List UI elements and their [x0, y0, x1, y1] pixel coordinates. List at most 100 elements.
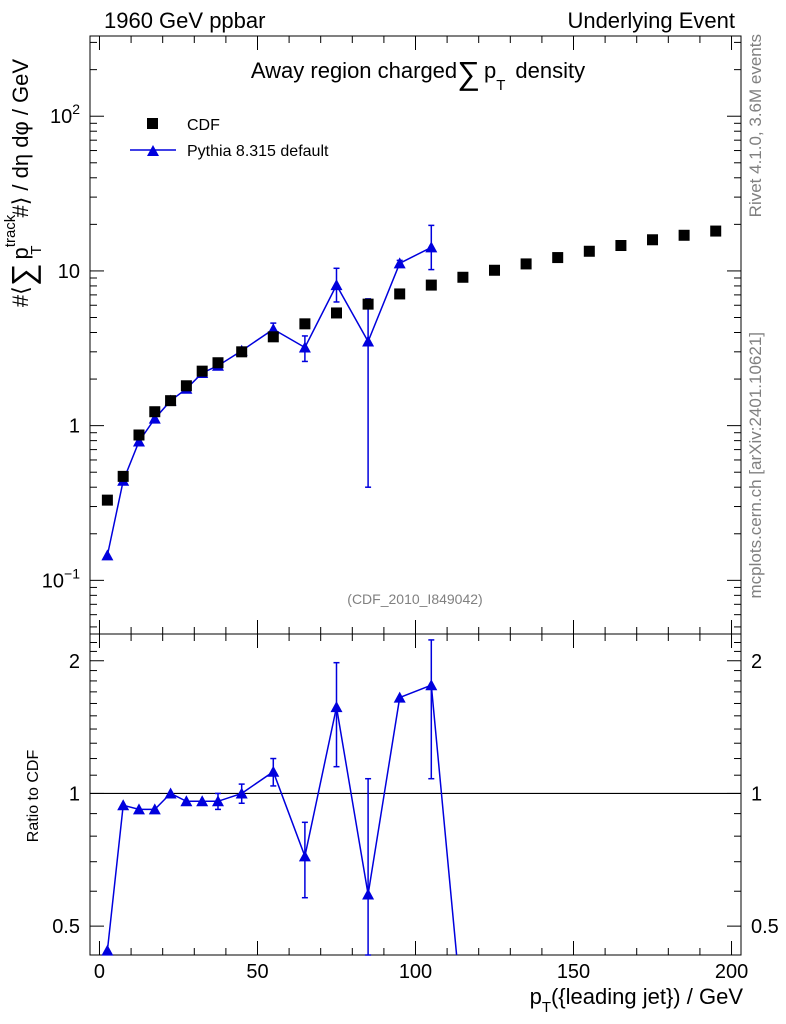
ratio-point [117, 799, 130, 811]
pythia-point [362, 335, 375, 347]
cdf-point [520, 258, 532, 270]
cdf-point [678, 229, 690, 241]
ratio-y-tick-label-right: 0.5 [751, 916, 779, 938]
ratio-point [164, 787, 177, 799]
title-p: p [484, 58, 496, 83]
main-title: Away region charged∑ pTdensity [251, 55, 585, 94]
ratio-y-tick-label-right: 2 [751, 651, 762, 673]
ratio-point [425, 679, 438, 691]
y-tick-label: 10−1 [42, 565, 80, 592]
x-tick-label: 50 [246, 961, 268, 983]
ylabel-sub: T [28, 246, 45, 255]
x-tick-label: 100 [399, 961, 432, 983]
x-tick-label: 150 [557, 961, 590, 983]
legend-pythia-label: Pythia 8.315 default [187, 143, 329, 160]
pythia-point [132, 435, 145, 447]
xlabel-rest: ({leading jet}) / GeV [551, 984, 743, 1009]
cdf-point [425, 279, 437, 291]
cdf-point [180, 380, 192, 392]
ratio-y-tick-label: 2 [69, 651, 80, 673]
xlabel-sub: T [542, 999, 551, 1016]
ratio-point [211, 795, 224, 807]
legend: CDF Pythia 8.315 default [130, 117, 329, 160]
cdf-point [615, 240, 627, 252]
legend-cdf-marker [147, 118, 158, 129]
pythia-point [425, 241, 438, 253]
title-sum: ∑ [457, 55, 480, 91]
cdf-point [330, 307, 342, 319]
y-tick-exponent: −1 [64, 565, 80, 581]
ratio-point [393, 691, 406, 703]
ratio-point [196, 795, 209, 807]
ratio-pythia-series [101, 639, 458, 956]
cdf-point [212, 357, 224, 369]
ratio-y-tick-label-right: 1 [751, 783, 762, 805]
ylabel-sup: track [2, 214, 19, 247]
legend-cdf-label: CDF [187, 117, 220, 134]
mcplots-info: mcplots.cern.ch [arXiv:2401.10621] [746, 332, 765, 598]
title-sub: T [496, 77, 505, 94]
ratio-line [106, 684, 458, 956]
y-tick-label: 102 [50, 101, 80, 128]
y-tick-exponent: 2 [72, 101, 80, 117]
ratio-plot-frame [89, 633, 742, 956]
ratio-ylabel: Ratio to CDF [25, 750, 42, 843]
cdf-point [149, 406, 161, 418]
cdf-point [583, 245, 595, 257]
ratio-point [362, 888, 375, 900]
pythia-point [393, 257, 406, 269]
ratio-point [132, 803, 145, 815]
pythia-point [330, 279, 343, 291]
y-tick-label: 10 [58, 261, 80, 283]
axis-ticks [90, 36, 741, 955]
ratio-point [298, 850, 311, 862]
analysis-id: (CDF_2010_I849042) [347, 591, 482, 607]
legend-pythia-marker [147, 145, 159, 156]
cdf-point [457, 271, 469, 283]
ratio-point [180, 795, 193, 807]
y-tick-base: 1 [69, 416, 80, 438]
xlabel-p: p [530, 984, 542, 1009]
ratio-point [148, 803, 161, 815]
x-tick-label: 0 [94, 961, 105, 983]
pythia-line [106, 246, 432, 556]
ylabel-open: #⟨ [8, 286, 33, 307]
cdf-point [552, 252, 564, 264]
ratio-point [235, 787, 248, 799]
cdf-point [236, 346, 248, 358]
main-pythia-series [101, 224, 438, 561]
cdf-point [394, 288, 406, 300]
cdf-point [196, 365, 208, 377]
cdf-point [489, 264, 501, 276]
header-right: Underlying Event [567, 8, 735, 33]
cdf-point [117, 470, 129, 482]
x-axis-label: pT({leading jet}) / GeV [530, 984, 744, 1016]
cdf-point [101, 494, 113, 506]
main-cdf-series [101, 225, 722, 506]
title-pre: Away region charged [251, 58, 457, 83]
rivet-info: Rivet 4.1.0, 3.6M events [746, 34, 765, 217]
pythia-point [298, 341, 311, 353]
y-tick-label: 1 [69, 416, 80, 438]
main-ylabel: #⟨∑ ptrack T #⟩ / dη dφ / GeV [2, 59, 45, 308]
cdf-point [647, 234, 659, 246]
ylabel-sum: ∑ [5, 263, 41, 286]
ratio-y-tick-label: 0.5 [52, 916, 80, 938]
x-tick-label: 200 [715, 961, 748, 983]
cdf-point [710, 225, 722, 237]
cdf-point [267, 331, 279, 343]
cdf-point [299, 318, 311, 330]
header-left: 1960 GeV ppbar [104, 8, 265, 33]
title-post: density [515, 58, 585, 83]
cdf-point [133, 429, 145, 441]
cdf-point [165, 395, 177, 407]
pythia-point [148, 412, 161, 424]
y-tick-base: 10 [50, 106, 72, 128]
ratio-point [101, 944, 114, 956]
cdf-point [362, 298, 374, 310]
y-tick-base: 10 [58, 261, 80, 283]
ylabel-p: p [8, 247, 33, 259]
ratio-y-tick-label: 1 [69, 783, 80, 805]
